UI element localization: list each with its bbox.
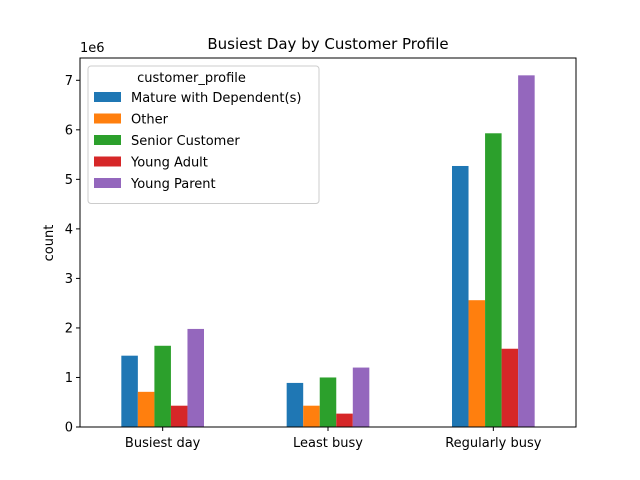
bar-senior-customer-least-busy — [319, 377, 337, 427]
legend: customer_profile Mature with Dependent(s)… — [87, 65, 320, 204]
axes-group: 0 1 2 3 4 5 6 7 Busiest day Least busy Regularly b… — [65, 57, 577, 451]
legend-swatch — [94, 156, 121, 167]
y-tick-label: 7 — [65, 74, 73, 89]
bar-mature-with-dependent-s-regularly-busy — [452, 165, 469, 428]
legend-item-label: Other — [131, 113, 169, 128]
legend-title: customer_profile — [137, 71, 246, 86]
y-tick-label: 4 — [65, 222, 73, 237]
y-axis-label: count — [42, 225, 57, 262]
x-tick-label: Regularly busy — [445, 436, 542, 451]
bar-other-least-busy — [303, 405, 320, 427]
legend-swatch — [94, 178, 121, 188]
bar-mature-with-dependent-s-least-busy — [286, 382, 304, 427]
y-tick-label: 2 — [65, 321, 73, 336]
y-tick-label: 5 — [65, 173, 73, 188]
legend-swatch — [94, 135, 121, 145]
x-tick-label: Busiest day — [125, 436, 201, 451]
bar-young-parent-busiest-day — [187, 328, 204, 427]
y-tick-label: 6 — [65, 123, 73, 138]
legend-box — [87, 65, 320, 204]
bar-other-busiest-day — [137, 391, 155, 427]
y-multiplier-label: 1e6 — [80, 41, 105, 56]
bars-group — [121, 75, 535, 428]
chart-title: Busiest Day by Customer Profile — [207, 35, 448, 53]
bar-young-adult-least-busy — [336, 413, 353, 427]
bar-senior-customer-busiest-day — [154, 345, 171, 427]
bar-mature-with-dependent-s-busiest-day — [121, 355, 138, 427]
legend-item-label: Senior Customer — [131, 134, 240, 149]
bar-young-parent-regularly-busy — [518, 75, 535, 427]
bar-young-adult-regularly-busy — [501, 348, 519, 427]
bar-senior-customer-regularly-busy — [485, 133, 502, 428]
x-tick-label: Least busy — [293, 436, 363, 451]
y-tick-label: 1 — [65, 371, 73, 386]
bar-young-parent-least-busy — [352, 367, 370, 427]
legend-swatch — [94, 113, 121, 124]
legend-item-label: Mature with Dependent(s) — [131, 91, 301, 106]
bar-young-adult-busiest-day — [170, 405, 188, 427]
legend-item-label: Young Parent — [130, 177, 216, 192]
y-tick-label: 0 — [65, 421, 73, 436]
y-tick-label: 3 — [65, 272, 73, 287]
legend-item-label: Young Adult — [130, 156, 208, 171]
legend-swatch — [94, 92, 121, 102]
bar-other-regularly-busy — [468, 300, 486, 427]
